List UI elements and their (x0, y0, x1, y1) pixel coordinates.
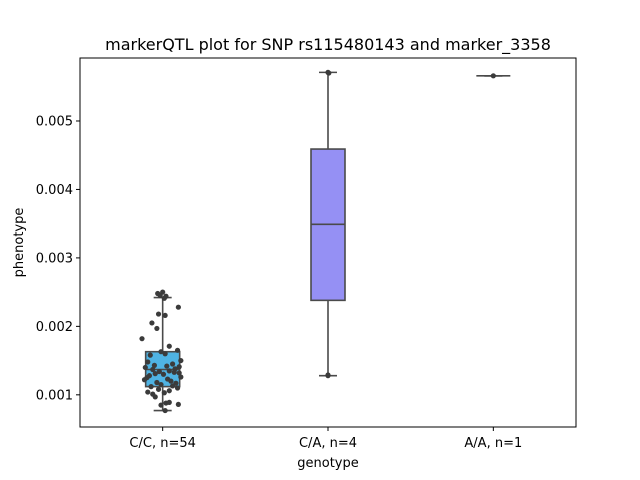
data-point (166, 388, 172, 394)
data-point (139, 336, 145, 342)
data-point (150, 366, 156, 373)
y-tick-label: 0.001 (36, 388, 73, 403)
x-tick-label: C/C, n=54 (129, 436, 195, 451)
y-tick-label: 0.004 (36, 183, 73, 198)
data-point (174, 385, 181, 391)
strip-points (325, 69, 332, 379)
data-point (156, 368, 162, 375)
data-point (166, 343, 172, 349)
data-point (325, 372, 331, 378)
data-point (158, 402, 164, 408)
data-point (142, 364, 148, 371)
data-point (155, 311, 162, 317)
data-point (176, 364, 182, 370)
data-point (158, 349, 164, 355)
data-point (174, 347, 181, 353)
strip-points (490, 73, 496, 79)
chart-title: markerQTL plot for SNP rs115480143 and m… (105, 35, 551, 55)
data-point (171, 369, 177, 375)
x-axis: C/C, n=54 C/A, n=4 A/A, n=1 (129, 427, 522, 451)
data-point (175, 401, 181, 408)
data-point (490, 73, 496, 79)
data-point (162, 351, 168, 357)
data-point (175, 304, 181, 310)
data-point (166, 368, 172, 374)
y-tick-label: 0.003 (36, 251, 73, 266)
data-point (157, 292, 163, 299)
y-axis-label: phenotype (12, 208, 27, 278)
data-point (147, 352, 153, 358)
data-point (162, 312, 168, 319)
data-point (160, 371, 167, 377)
y-axis: 0.001 0.002 0.003 0.004 0.005 (36, 114, 80, 403)
data-point (176, 370, 182, 376)
y-tick-label: 0.005 (36, 114, 73, 129)
x-tick-label: A/A, n=1 (464, 436, 522, 451)
y-tick-label: 0.002 (36, 320, 73, 335)
data-point (178, 374, 184, 380)
data-point (154, 325, 160, 332)
data-point (178, 357, 184, 364)
data-point (166, 399, 172, 405)
data-point (326, 70, 332, 76)
data-point (145, 389, 151, 395)
data-point (161, 390, 167, 396)
data-point (150, 391, 156, 397)
x-tick-label: C/A, n=4 (299, 436, 357, 451)
data-point (169, 383, 176, 389)
data-point (164, 363, 170, 369)
data-point (168, 378, 174, 384)
data-point (145, 359, 151, 365)
data-point (141, 377, 148, 383)
box-group (310, 71, 346, 377)
data-point (162, 407, 168, 414)
plot-area (139, 69, 511, 414)
data-point (158, 381, 164, 388)
data-point (151, 362, 157, 368)
data-point (149, 320, 155, 326)
data-point (155, 386, 162, 392)
strip-points (139, 289, 184, 414)
x-axis-label: genotype (297, 456, 358, 471)
data-point (154, 379, 160, 386)
data-point (148, 384, 154, 390)
data-point (169, 361, 176, 367)
data-point (152, 371, 158, 377)
data-point (163, 293, 169, 299)
